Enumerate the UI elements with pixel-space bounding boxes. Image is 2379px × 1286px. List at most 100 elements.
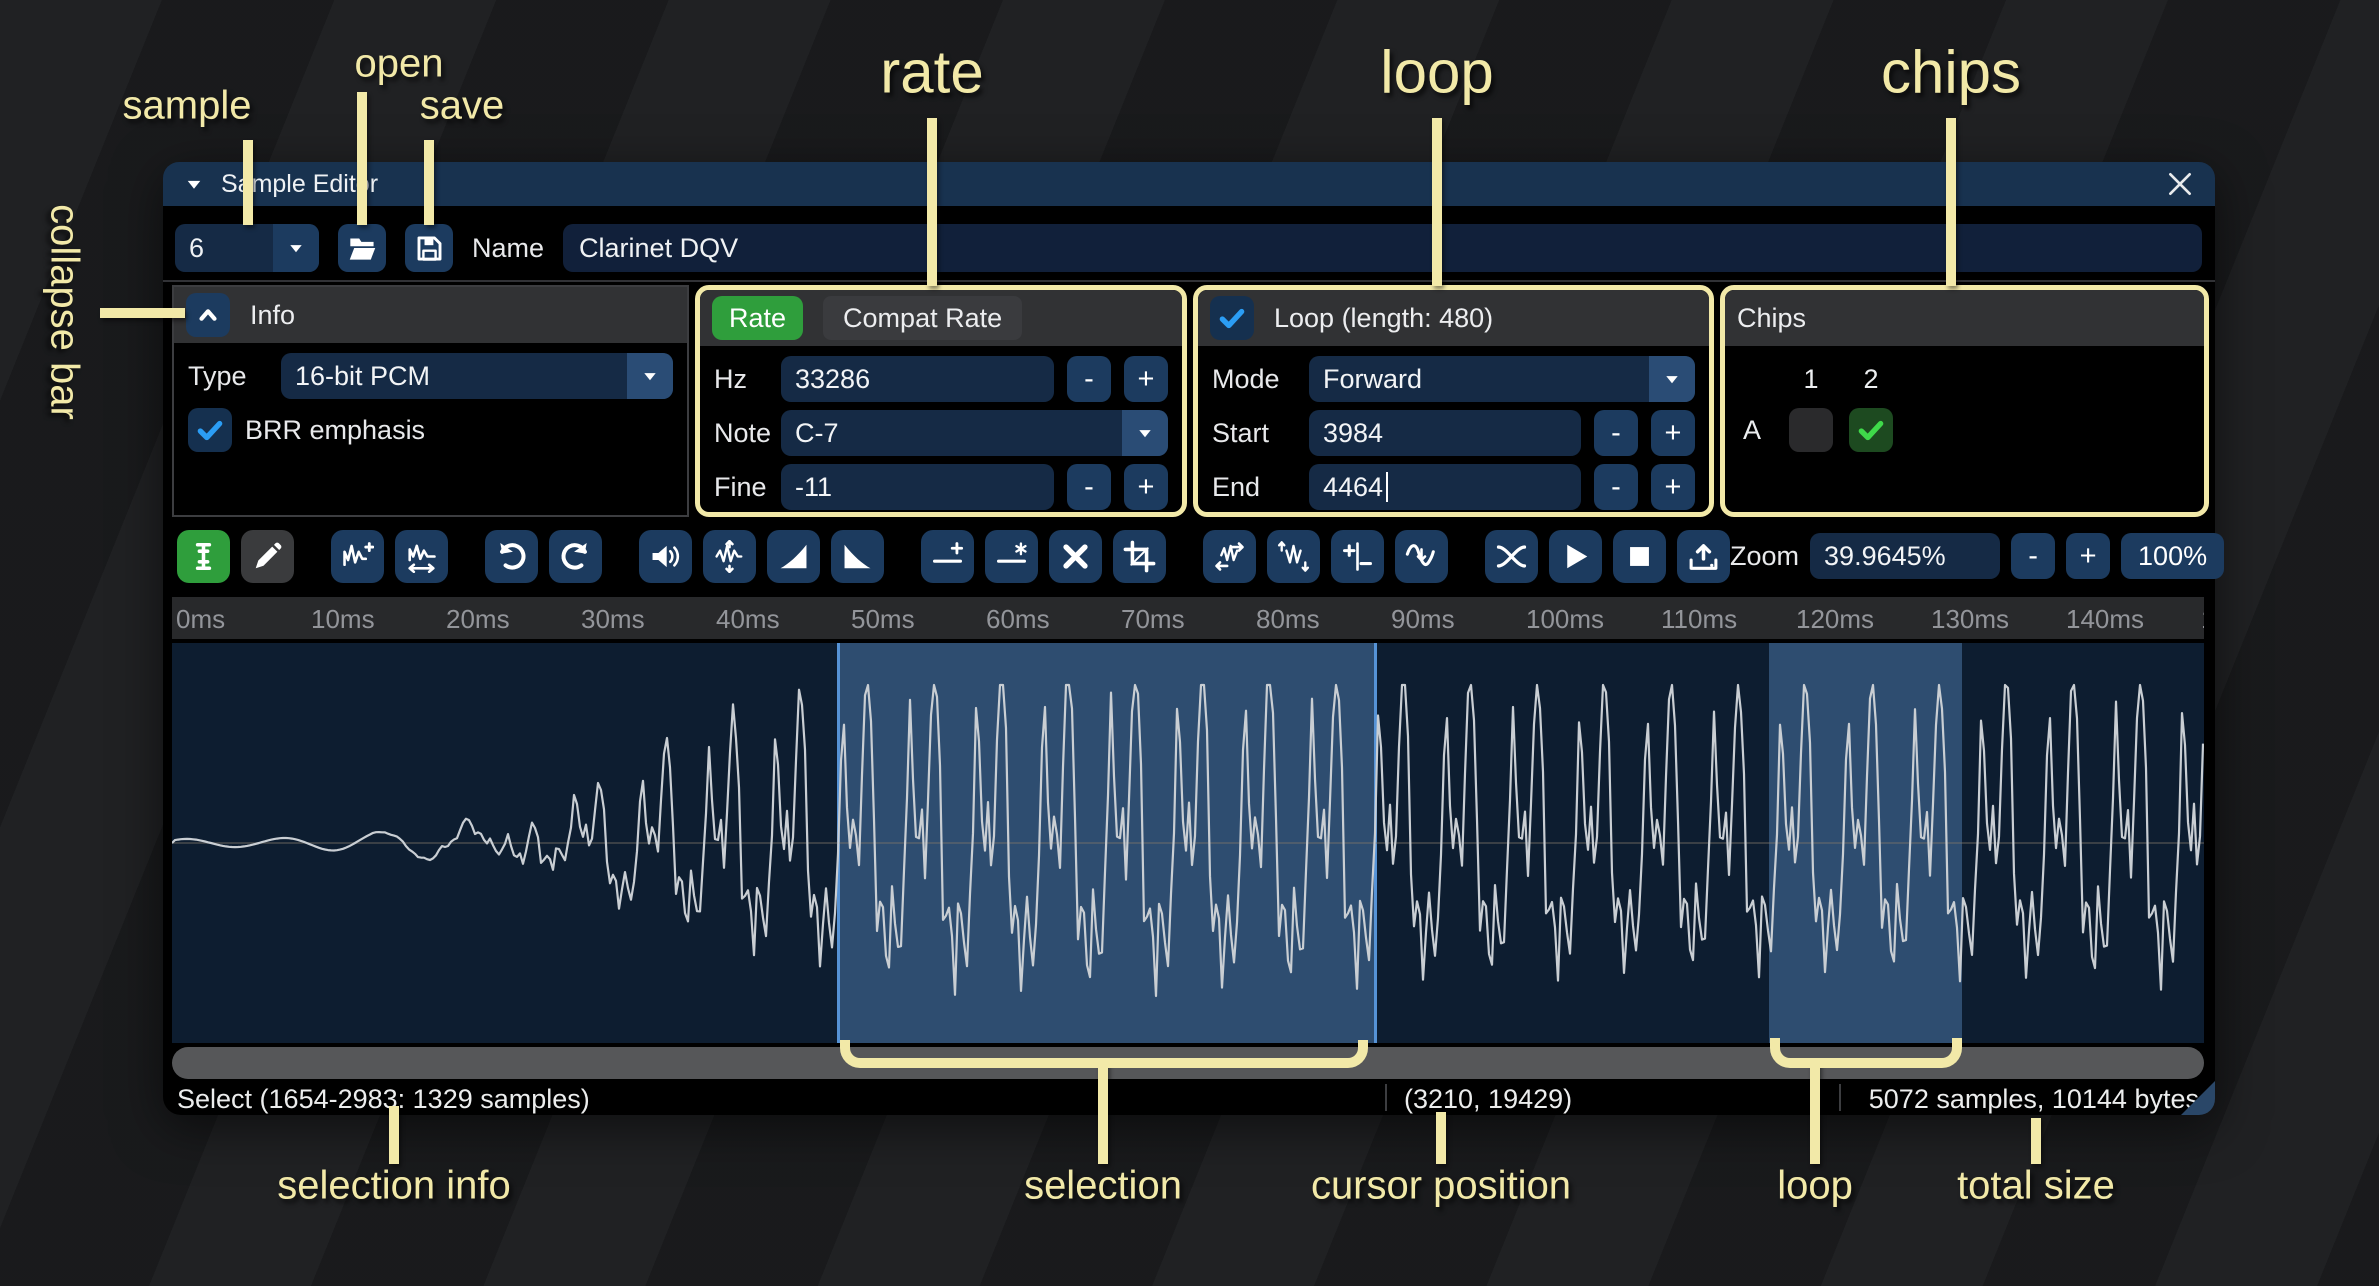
- loop-end-minus-button[interactable]: -: [1594, 464, 1638, 510]
- undo-button[interactable]: [485, 529, 538, 583]
- note-dropdown-value: C-7: [795, 417, 839, 448]
- hz-minus-button[interactable]: -: [1067, 356, 1111, 402]
- text-cursor: [1386, 472, 1389, 502]
- ruler-label: 110ms: [1661, 604, 1738, 634]
- close-icon[interactable]: [2165, 169, 2195, 199]
- redo-button[interactable]: [549, 529, 602, 583]
- window-collapse-icon[interactable]: [183, 173, 205, 195]
- insert-silence-button[interactable]: [921, 529, 974, 583]
- loop-enable-checkbox[interactable]: [1210, 296, 1254, 340]
- reverse-button[interactable]: [1203, 529, 1256, 583]
- brr-emphasis-label: BRR emphasis: [245, 414, 426, 445]
- annotation-bracket: [840, 1040, 1368, 1068]
- zoom-reset-button[interactable]: 100%: [2121, 533, 2225, 579]
- import-button[interactable]: [1677, 529, 1730, 583]
- hz-plus-button[interactable]: +: [1124, 356, 1168, 402]
- stop-button[interactable]: [1613, 529, 1666, 583]
- total-size-text: 5072 samples, 10144 bytes: [1868, 1084, 2199, 1114]
- brr-emphasis-checkbox[interactable]: [188, 408, 232, 452]
- sample-selector[interactable]: 6: [175, 224, 319, 272]
- fade-out-button[interactable]: [831, 529, 884, 583]
- fine-minus-button[interactable]: -: [1067, 464, 1111, 510]
- statusbar: Select (1654-2983: 1329 samples) (3210, …: [163, 1080, 2215, 1115]
- amplify-button[interactable]: [639, 529, 692, 583]
- zoom-controls: Zoom 39.9645% - + 100%: [1730, 533, 2225, 579]
- crossfade-button[interactable]: [1485, 529, 1538, 583]
- rate-panel-body: Hz 33286 - + Note C-7: [700, 346, 1182, 512]
- hz-input-value: 33286: [795, 363, 871, 394]
- select-tool-button[interactable]: [177, 529, 230, 583]
- open-button[interactable]: [338, 224, 386, 272]
- name-input[interactable]: Clarinet DQV: [563, 224, 2202, 272]
- collapse-bar-button[interactable]: [186, 293, 230, 337]
- chip-checkbox[interactable]: [1849, 408, 1893, 452]
- annotation-label-loop: loop: [1380, 38, 1494, 106]
- ruler-label: 90ms: [1391, 604, 1455, 634]
- fine-input[interactable]: -11: [781, 464, 1054, 510]
- waveform: [172, 683, 2204, 998]
- ruler-label: 0ms: [176, 604, 226, 634]
- ruler-label: 50ms: [851, 604, 915, 634]
- loop-end-plus-button[interactable]: +: [1651, 464, 1695, 510]
- sample-selector-value: 6: [189, 232, 205, 263]
- play-button[interactable]: [1549, 529, 1602, 583]
- compat-rate-button[interactable]: Compat Rate: [823, 296, 1023, 340]
- info-panel: Info Type 16-bit PCM BRR emphasis: [172, 285, 689, 517]
- ruler-label: 70ms: [1121, 604, 1185, 634]
- waveform-view[interactable]: [172, 643, 2204, 1043]
- annotation-line: [2031, 1118, 2041, 1164]
- ruler-label: 150ms: [2201, 604, 2204, 635]
- delete-button[interactable]: [1049, 529, 1102, 583]
- rate-button[interactable]: Rate: [712, 296, 804, 340]
- zoom-label: Zoom: [1730, 540, 1800, 571]
- hz-input[interactable]: 33286: [781, 356, 1054, 402]
- loop-mode-dropdown[interactable]: Forward: [1309, 356, 1695, 402]
- note-dropdown[interactable]: C-7: [781, 410, 1168, 456]
- annotation-label-collapse: collapse bar: [42, 204, 87, 420]
- loop-start-input[interactable]: 3984: [1309, 410, 1581, 456]
- chips-panel-body: 1 2 A: [1725, 346, 2204, 512]
- ruler-label: 80ms: [1256, 604, 1320, 634]
- annotation-line: [1810, 1062, 1820, 1164]
- chip-checkbox[interactable]: [1789, 408, 1833, 452]
- save-button[interactable]: [405, 224, 453, 272]
- loop-start-label: Start: [1212, 417, 1270, 448]
- fine-plus-button[interactable]: +: [1124, 464, 1168, 510]
- panels-row: Info Type 16-bit PCM BRR emphasis: [172, 285, 2209, 517]
- cursor-position-text: (3210, 19429): [1404, 1084, 1573, 1114]
- invert-sign-button[interactable]: [1331, 529, 1384, 583]
- apply-silence-button[interactable]: [985, 529, 1038, 583]
- resize-button[interactable]: [331, 529, 384, 583]
- draw-tool-button[interactable]: [241, 529, 294, 583]
- zoom-in-button[interactable]: +: [2066, 533, 2111, 579]
- invert-button[interactable]: [1267, 529, 1320, 583]
- titlebar: Sample Editor: [163, 162, 2215, 206]
- fade-in-button[interactable]: [767, 529, 820, 583]
- name-label: Name: [472, 232, 545, 263]
- type-dropdown[interactable]: 16-bit PCM: [281, 353, 673, 399]
- timeline-ruler: 0ms 10ms 20ms 30ms 40ms 50ms 60ms 70ms 80ms 90ms 1…: [172, 597, 2204, 639]
- ruler-label: 40ms: [716, 604, 780, 634]
- annotation-line: [357, 92, 367, 225]
- note-label: Note: [714, 417, 772, 448]
- loop-start-plus-button[interactable]: +: [1651, 410, 1695, 456]
- hz-label: Hz: [714, 363, 747, 394]
- filter-button[interactable]: [1395, 529, 1448, 583]
- loop-end-label: End: [1212, 471, 1261, 502]
- rate-panel-header: Rate Compat Rate: [700, 290, 1182, 346]
- normalize-button[interactable]: [703, 529, 756, 583]
- zoom-out-button[interactable]: -: [2011, 533, 2056, 579]
- zoom-input[interactable]: 39.9645%: [1810, 533, 2001, 579]
- chevron-down-icon: [627, 353, 673, 399]
- chevron-down-icon[interactable]: [273, 224, 319, 272]
- sample-editor-window: Sample Editor 6 Name Clarinet DQV Info: [163, 162, 2225, 1115]
- loop-end-input[interactable]: 4464: [1309, 464, 1581, 510]
- separator: [163, 280, 2215, 282]
- loop-start-minus-button[interactable]: -: [1594, 410, 1638, 456]
- fine-label: Fine: [714, 471, 767, 502]
- name-input-value: Clarinet DQV: [579, 232, 739, 263]
- info-panel-header: Info: [174, 287, 687, 343]
- trim-button[interactable]: [1113, 529, 1166, 583]
- type-dropdown-value: 16-bit PCM: [295, 360, 431, 391]
- stretch-button[interactable]: [395, 529, 448, 583]
